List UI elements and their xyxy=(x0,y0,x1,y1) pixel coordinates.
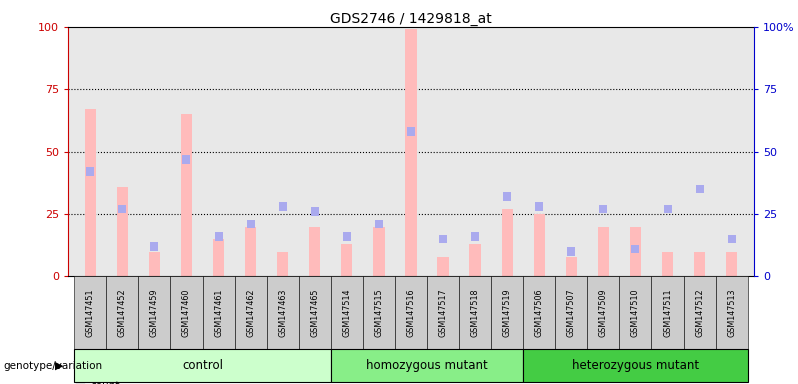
Bar xyxy=(566,257,577,276)
Bar xyxy=(375,220,383,228)
Bar xyxy=(599,205,607,214)
Bar xyxy=(183,155,191,164)
Bar xyxy=(279,202,286,211)
Text: GSM147451: GSM147451 xyxy=(85,289,95,337)
Bar xyxy=(694,252,705,276)
Bar xyxy=(696,185,704,194)
Text: count: count xyxy=(90,381,120,384)
Text: GSM147515: GSM147515 xyxy=(374,289,383,337)
Text: GSM147452: GSM147452 xyxy=(118,289,127,337)
Text: GSM147519: GSM147519 xyxy=(503,289,512,337)
Bar xyxy=(309,227,320,276)
Text: GSM147459: GSM147459 xyxy=(150,289,159,337)
Bar xyxy=(310,207,318,216)
Text: homozygous mutant: homozygous mutant xyxy=(366,359,488,372)
Text: GSM147507: GSM147507 xyxy=(567,289,576,337)
Bar xyxy=(471,232,479,241)
Bar xyxy=(373,227,385,276)
Bar xyxy=(535,202,543,211)
Bar xyxy=(181,114,192,276)
Bar xyxy=(148,252,160,276)
Text: GSM147462: GSM147462 xyxy=(246,289,255,337)
Bar xyxy=(117,187,128,276)
Bar xyxy=(247,220,255,228)
Bar xyxy=(598,227,609,276)
Bar xyxy=(245,227,256,276)
Bar xyxy=(342,244,353,276)
Bar xyxy=(215,232,223,241)
Bar xyxy=(469,244,480,276)
Bar xyxy=(437,257,448,276)
Text: GSM147510: GSM147510 xyxy=(631,289,640,337)
Bar xyxy=(118,205,126,214)
Bar xyxy=(407,127,415,136)
Bar xyxy=(631,245,639,253)
Bar xyxy=(502,209,513,276)
Text: GSM147509: GSM147509 xyxy=(598,289,608,337)
Bar xyxy=(85,109,96,276)
Text: GSM147516: GSM147516 xyxy=(406,289,416,337)
Bar xyxy=(726,252,737,276)
Bar xyxy=(728,235,736,243)
Bar xyxy=(504,192,512,201)
Bar xyxy=(630,227,641,276)
Text: GSM147461: GSM147461 xyxy=(214,289,223,337)
Bar xyxy=(405,30,417,276)
Text: genotype/variation: genotype/variation xyxy=(3,361,102,371)
Bar xyxy=(663,205,672,214)
Bar xyxy=(213,239,224,276)
Text: heterozygous mutant: heterozygous mutant xyxy=(572,359,699,372)
Bar xyxy=(534,214,545,276)
Text: ▶: ▶ xyxy=(55,361,64,371)
Bar xyxy=(439,235,447,243)
Bar xyxy=(150,242,159,251)
Text: GSM147506: GSM147506 xyxy=(535,289,543,337)
Title: GDS2746 / 1429818_at: GDS2746 / 1429818_at xyxy=(330,12,492,26)
Text: GSM147514: GSM147514 xyxy=(342,289,351,337)
Text: GSM147512: GSM147512 xyxy=(695,289,704,337)
Bar xyxy=(86,167,94,176)
Text: GSM147513: GSM147513 xyxy=(727,289,737,337)
Text: GSM147511: GSM147511 xyxy=(663,289,672,337)
Bar xyxy=(343,232,351,241)
Text: control: control xyxy=(182,359,223,372)
Bar xyxy=(662,252,674,276)
Text: GSM147460: GSM147460 xyxy=(182,289,191,337)
Text: GSM147465: GSM147465 xyxy=(310,289,319,337)
Text: GSM147517: GSM147517 xyxy=(439,289,448,337)
Bar xyxy=(567,247,575,256)
Text: GSM147518: GSM147518 xyxy=(471,289,480,337)
Bar xyxy=(277,252,288,276)
Text: GSM147463: GSM147463 xyxy=(279,289,287,337)
